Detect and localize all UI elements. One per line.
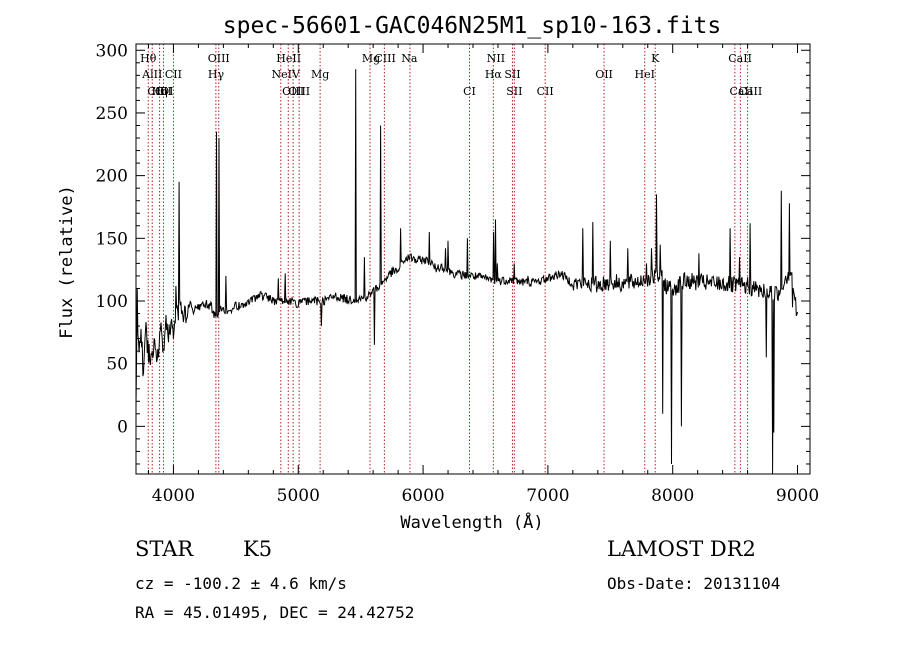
x-axis-ticks: 4000 5000 6000 7000 8000 9000 [147, 44, 819, 506]
spectral-line-label: CII [155, 85, 172, 98]
spectrum-line [135, 69, 798, 471]
spectral-line-label: CI [463, 85, 476, 98]
spectral-line-label: Hη [151, 85, 167, 98]
spectral-line-label: Hθ [140, 52, 157, 65]
x-tick-label: 7000 [526, 486, 569, 506]
spectral-line-label: NeIV [272, 68, 301, 81]
x-tick-label: 8000 [651, 486, 694, 506]
spectral-line-label: HeI [635, 68, 655, 81]
spectral-line-labels: HθAlIICIIHηCIICIIOIOIIIHγHeIINeIVOIIIOII… [140, 52, 762, 98]
spectral-line-label: CaII [728, 52, 752, 65]
sky-coordinates: RA = 45.01495, DEC = 24.42752 [135, 603, 415, 622]
x-tick-label: 5000 [277, 486, 320, 506]
y-tick-label: 0 [117, 417, 128, 437]
spectral-line-label: AlII [141, 68, 162, 81]
y-tick-label: 150 [96, 229, 128, 249]
x-tick-label: 9000 [776, 486, 819, 506]
spectral-line-label: CII [165, 68, 182, 81]
spectral-line-label: CaII [739, 85, 763, 98]
y-tick-label: 100 [96, 292, 128, 312]
spectral-line-label: NII [487, 52, 505, 65]
spectral-line-label: CII [147, 85, 164, 98]
redshift-value: cz = -100.2 ± 4.6 km/s [135, 574, 347, 593]
spectral-line-label: SII [506, 85, 522, 98]
spectral-line-label: Mg [362, 52, 380, 65]
spectral-line-label: OIII [282, 85, 304, 98]
y-tick-label: 300 [96, 41, 128, 61]
spectral-line-label: CII [537, 85, 554, 98]
spectral-line-label: Na [401, 52, 418, 65]
x-tick-label: 6000 [401, 486, 444, 506]
spectral-type: K5 [243, 537, 273, 561]
spectral-line-label: Hα [485, 68, 503, 81]
spectral-line-label: K [651, 52, 660, 65]
spectral-line-label: CIII [374, 52, 395, 65]
chart-title: spec-56601-GAC046N25M1_sp10-163.fits [223, 13, 722, 39]
spectrum-trace [135, 69, 798, 471]
spectral-line-label: Mg [311, 68, 329, 81]
spectral-line-label: OII [595, 68, 613, 81]
object-class: STAR [135, 537, 194, 561]
x-axis-title: Wavelength (Å) [400, 511, 543, 533]
spectral-line-label: CaII [730, 85, 754, 98]
plot-frame [135, 43, 811, 475]
survey-name: LAMOST DR2 [607, 537, 756, 561]
x-tick-label: 4000 [152, 486, 195, 506]
observation-date: Obs-Date: 20131104 [607, 574, 781, 593]
y-tick-label: 50 [106, 355, 128, 375]
spectral-line-label: Hγ [208, 68, 225, 81]
spectral-line-label: SII [504, 68, 520, 81]
spectral-line-label: OIII [208, 52, 230, 65]
y-axis-ticks: 0 50 100 150 200 250 300 [96, 41, 810, 465]
spectral-line-label: OI [160, 85, 173, 98]
y-tick-label: 250 [96, 104, 128, 124]
spectral-line-label: OIII [288, 85, 310, 98]
spectral-line-label: HeII [276, 52, 301, 65]
y-tick-label: 200 [96, 167, 128, 187]
y-axis-title: Flux (relative) [57, 185, 77, 339]
